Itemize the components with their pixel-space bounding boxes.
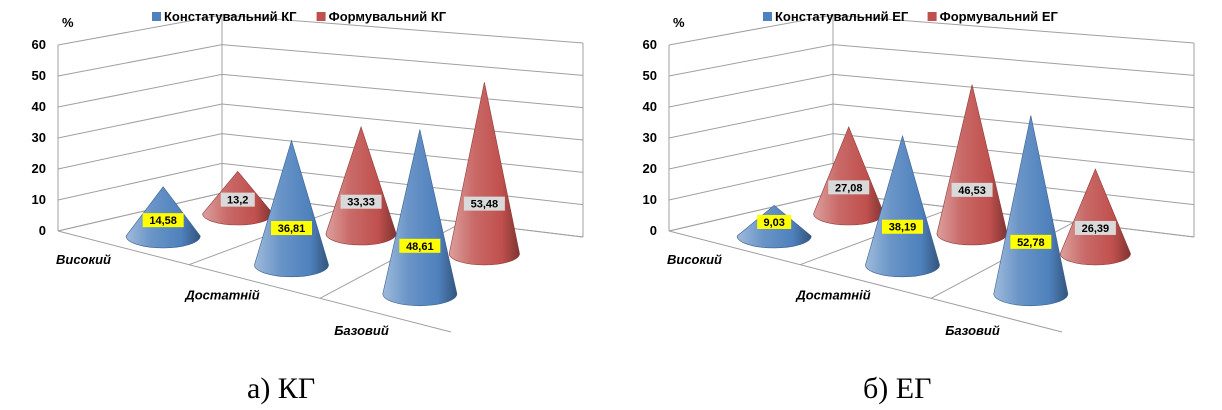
gridline [668, 14, 1195, 46]
gridline [668, 73, 1195, 109]
cone-body [325, 125, 397, 246]
data-label: 38,19 [889, 222, 917, 234]
y-tick-label: 10 [643, 192, 657, 207]
y-tick-label: 30 [32, 130, 46, 145]
data-label-bg [757, 214, 792, 229]
y-tick-label: 0 [650, 223, 657, 238]
y-axis-label: % [62, 15, 74, 30]
gridlines [668, 14, 1195, 333]
chart-caption: б) ЕГ [863, 372, 932, 405]
data-label: 48,61 [406, 241, 434, 253]
y-tick-label: 50 [32, 68, 46, 83]
data-label-bg [1074, 220, 1116, 235]
gridline [668, 162, 1195, 206]
cone-series2: 53,48 [448, 82, 520, 266]
data-label-bg [340, 194, 382, 209]
y-tick-label: 20 [32, 161, 46, 176]
y-tick-label: 50 [643, 68, 657, 83]
data-label: 13,2 [227, 195, 248, 207]
y-tick-label: 60 [643, 37, 657, 52]
data-label: 26,39 [1082, 223, 1110, 235]
cone-series2: 46,53 [936, 84, 1008, 246]
legend: Констатувальний ЕГ Формувальний ЕГ [763, 9, 1058, 24]
y-tick-label: 0 [39, 223, 46, 238]
legend-swatch [927, 12, 937, 21]
data-label-bg [828, 180, 870, 195]
cone-series2: 27,08 [813, 126, 885, 226]
cone-body [448, 82, 520, 266]
data-label: 52,78 [1017, 237, 1045, 249]
legend-label: Формувальний ЕГ [940, 9, 1059, 24]
y-tick-label: 30 [643, 130, 657, 145]
data-label: 9,03 [763, 217, 784, 229]
chart-caption: а) КГ [247, 372, 316, 405]
gridline [57, 133, 584, 173]
gridline [57, 14, 584, 46]
data-label-bg [142, 213, 184, 228]
category-label: Достатній [795, 288, 870, 303]
legend-swatch [316, 12, 326, 21]
y-tick-label: 60 [32, 37, 46, 52]
gridline [57, 44, 584, 77]
data-label: 27,08 [835, 182, 863, 194]
cone-chart-eg: 0 10 20 30 40 50 60% Констатувальний ЕГ Формувал… [643, 9, 1195, 338]
legend-swatch [152, 12, 161, 21]
data-label-bg [399, 238, 441, 253]
category-label: Високий [667, 252, 722, 267]
cone-body [813, 126, 885, 226]
y-tick-label: 40 [643, 99, 657, 114]
category-label: Базовий [945, 323, 1000, 338]
category-label: Базовий [334, 323, 389, 338]
cone-series1: 36,81 [254, 139, 329, 278]
data-label: 36,81 [278, 223, 306, 235]
cone-series1: 38,19 [865, 134, 940, 278]
gridline [57, 73, 584, 109]
cone-series1: 48,61 [382, 129, 458, 307]
cone-body [254, 139, 329, 278]
cone-series2: 33,33 [325, 125, 397, 246]
data-label-bg [882, 219, 923, 234]
data-label-bg [463, 196, 505, 211]
y-tick-label: 20 [643, 161, 657, 176]
data-label-bg [1010, 234, 1052, 249]
chart-panel-kg: 0 10 20 30 40 50 60% Констатувальний КГ Формувал… [32, 9, 584, 405]
gridline [668, 103, 1195, 141]
y-tick-label: 10 [32, 192, 46, 207]
y-tick-label: 40 [32, 99, 46, 114]
category-label: Достатній [184, 288, 259, 303]
data-label: 14,58 [149, 215, 177, 227]
gridline [668, 133, 1195, 173]
cone-body [865, 134, 940, 278]
chart-panel-eg: 0 10 20 30 40 50 60% Констатувальний ЕГ Формувал… [611, 0, 1222, 410]
legend-swatch [763, 12, 772, 21]
data-label: 53,48 [471, 199, 499, 211]
cone-series2: 26,39 [1059, 168, 1131, 266]
legend-label: Констатувальний ЕГ [775, 9, 909, 24]
cone-body [993, 115, 1069, 307]
data-label: 33,33 [347, 197, 375, 209]
category-label: Високий [56, 252, 111, 267]
legend-label: Формувальний КГ [329, 9, 447, 24]
cone-series1: 52,78 [993, 115, 1069, 307]
cone-body [1059, 168, 1131, 266]
cone-series1: 14,58 [125, 186, 201, 249]
cone-series1: 9,03 [736, 205, 812, 249]
gridline [57, 103, 584, 141]
data-label-bg [271, 221, 312, 236]
data-label-bg [220, 192, 255, 207]
data-label: 46,53 [958, 185, 986, 197]
legend-label: Констатувальний КГ [164, 9, 297, 24]
gridlines [57, 14, 584, 333]
cone-body [382, 129, 458, 307]
y-axis-label: % [673, 15, 685, 30]
gridline [668, 44, 1195, 77]
cone-body [936, 84, 1008, 246]
cone-chart-kg: 0 10 20 30 40 50 60% Констатувальний КГ Формувал… [32, 9, 584, 338]
legend: Констатувальний КГ Формувальний КГ [152, 9, 447, 24]
data-label-bg [951, 182, 993, 197]
